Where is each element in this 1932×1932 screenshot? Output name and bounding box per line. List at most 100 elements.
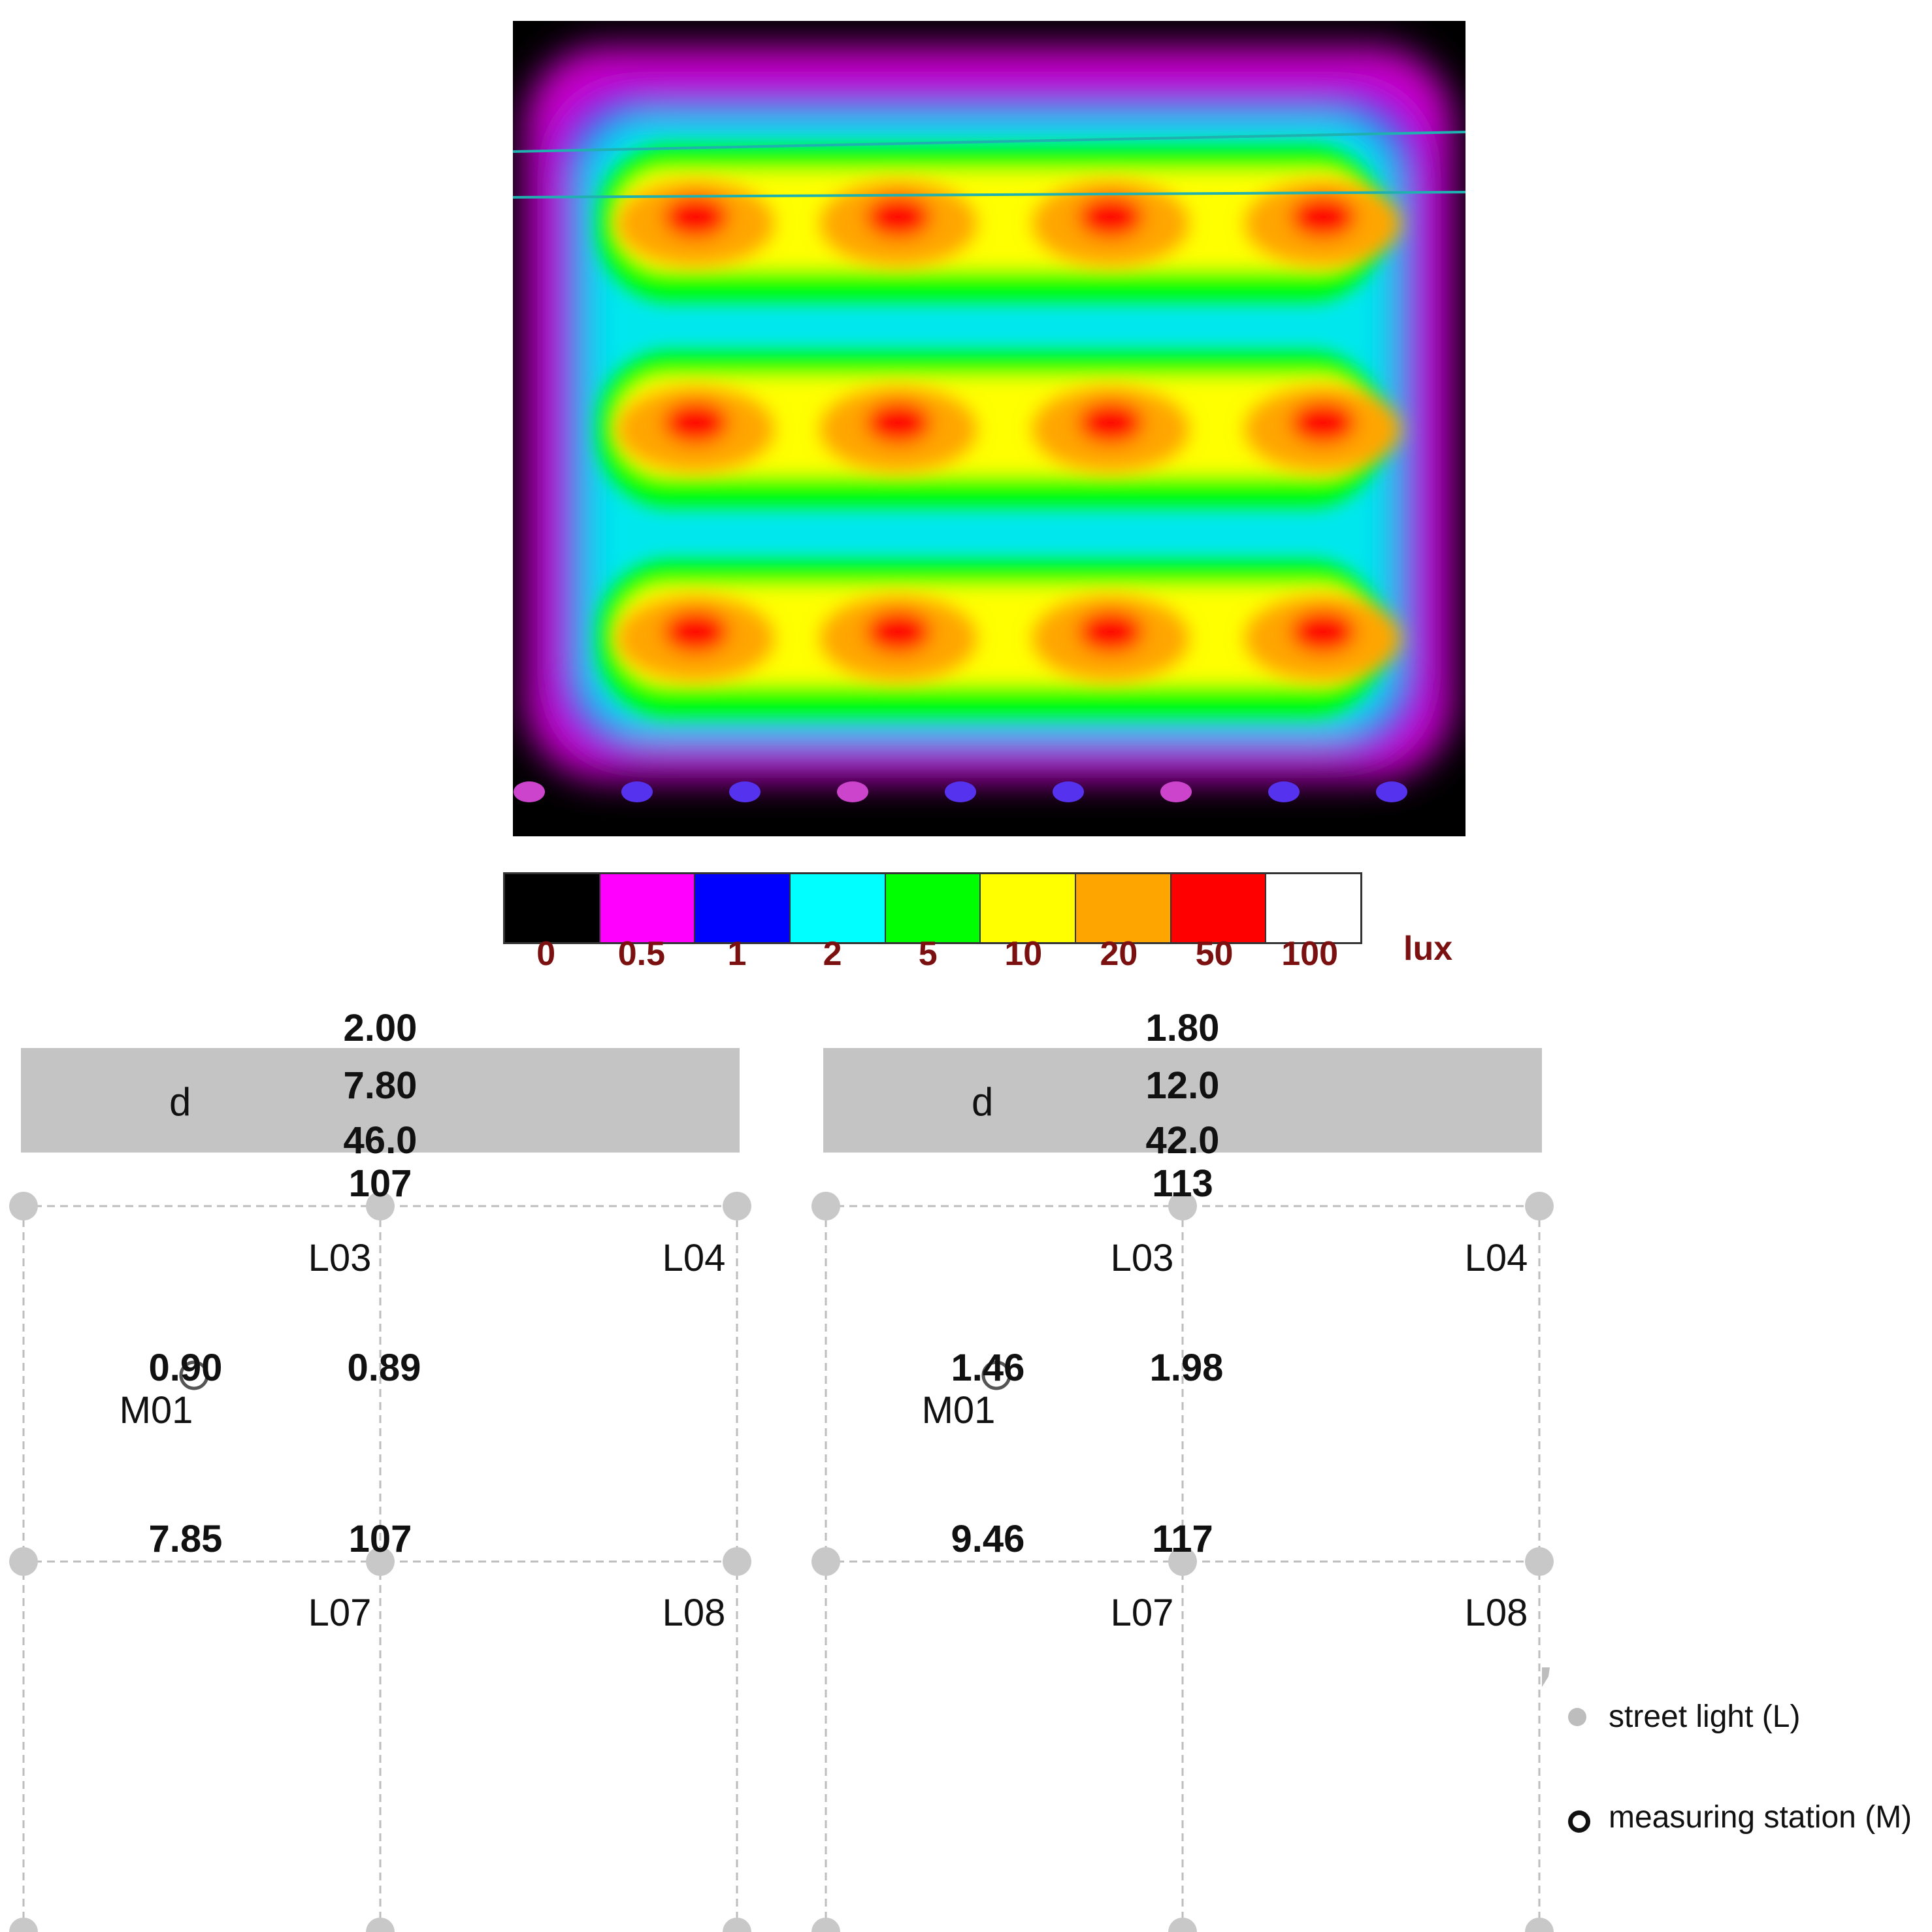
- bottom-light-blob: [1376, 781, 1407, 802]
- column-value: 12.0: [1145, 1064, 1220, 1107]
- street-light-icon: [723, 1918, 751, 1932]
- heat-spot-red: [1078, 196, 1143, 238]
- colorbar-tick-label: 1: [727, 935, 747, 973]
- measured-value: 0.90: [148, 1347, 223, 1389]
- street-light-label: L07: [1110, 1592, 1174, 1634]
- street-light-label: L03: [308, 1237, 372, 1279]
- colorbar-tick-label: 10: [1004, 935, 1043, 973]
- colorbar-segment: [791, 874, 886, 942]
- colorbar-tick-label: 0: [536, 935, 556, 973]
- street-light-icon: [1168, 1918, 1197, 1932]
- column-value: 7.80: [343, 1064, 418, 1107]
- street-light-icon: [366, 1547, 395, 1576]
- illuminance-heatmap: [513, 21, 1465, 836]
- street-light-icon: [1168, 1547, 1197, 1576]
- layout-panel-left: d 2.00 7.80 46.0 107 L03 L04 L07 L08 M01 0.90 0.89 7…: [9, 1006, 751, 1932]
- street-light-icon: [9, 1918, 38, 1932]
- colorbar-tick-label: 2: [823, 935, 842, 973]
- bottom-light-blob: [729, 781, 761, 802]
- street-light-icon: [1525, 1918, 1554, 1932]
- street-light-label: L08: [1464, 1592, 1528, 1634]
- heat-spot-red: [866, 196, 931, 238]
- bottom-light-blob: [1268, 781, 1300, 802]
- heat-spot-red: [1290, 402, 1356, 444]
- street-light-icon: [811, 1192, 840, 1220]
- legend-street-light-label: street light (L): [1609, 1699, 1801, 1734]
- measuring-station-icon: [179, 1360, 209, 1390]
- bottom-light-blob: [837, 781, 868, 802]
- street-light-label: L04: [662, 1237, 726, 1279]
- heat-spot-red: [866, 611, 931, 653]
- column-value: 46.0: [343, 1119, 418, 1162]
- bottom-light-blob: [514, 781, 545, 802]
- colorbar-tick-label: 5: [918, 935, 938, 973]
- colorbar-segment: [600, 874, 696, 942]
- measuring-station-label: M01: [921, 1389, 996, 1432]
- bottom-light-blob: [621, 781, 653, 802]
- measured-value: 1.98: [1149, 1347, 1224, 1389]
- street-light-icon: [9, 1192, 38, 1220]
- measured-value: 0.89: [347, 1347, 421, 1389]
- colorbar-tick-label: 0.5: [617, 935, 666, 973]
- street-light-icon: [1568, 1708, 1586, 1726]
- colorbar: [503, 872, 1362, 944]
- bottom-light-blob: [945, 781, 976, 802]
- street-light-label: L04: [1464, 1237, 1528, 1279]
- measured-value: 117: [1152, 1518, 1213, 1560]
- distance-label: d: [169, 1080, 191, 1124]
- measuring-station-icon: [1568, 1810, 1590, 1833]
- column-value: 113: [1152, 1162, 1213, 1205]
- street-light-icon: [366, 1918, 395, 1932]
- heat-spot-red: [1290, 196, 1356, 238]
- colorbar-segment: [1266, 874, 1361, 942]
- street-light-icon: [811, 1918, 840, 1932]
- distance-label: d: [972, 1080, 994, 1124]
- heat-spot-red: [1290, 611, 1356, 653]
- bottom-light-blob: [1053, 781, 1084, 802]
- heat-spot-red: [1078, 611, 1143, 653]
- heat-spot-red: [663, 402, 729, 444]
- street-light-icon: [1525, 1192, 1554, 1220]
- measured-value: 7.85: [148, 1518, 223, 1560]
- heat-band-yellow: [617, 586, 1369, 684]
- colorbar-segment: [695, 874, 791, 942]
- measured-value: 107: [348, 1518, 412, 1560]
- street-light-icon: [1525, 1547, 1554, 1576]
- street-light-icon: [723, 1547, 751, 1576]
- column-value: 1.80: [1145, 1007, 1220, 1049]
- heat-spot-red: [663, 196, 729, 238]
- heat-spot-red: [663, 611, 729, 653]
- legend-measuring-station-label: measuring station (M): [1609, 1800, 1912, 1835]
- street-grid: [9, 1192, 751, 1932]
- colorbar-segment: [1171, 874, 1267, 942]
- column-value: 42.0: [1145, 1119, 1220, 1162]
- measured-value: 9.46: [951, 1518, 1025, 1560]
- street-light-icon: [366, 1192, 395, 1220]
- distance-band: [21, 1048, 740, 1153]
- colorbar-tick-label: 50: [1195, 935, 1234, 973]
- layout-panel-right: d 1.80 12.0 42.0 113 L03 L04 L07 L08 M01 1.46 1.98 9…: [811, 1006, 1554, 1932]
- colorbar-segment: [505, 874, 600, 942]
- heat-spot-red: [866, 402, 931, 444]
- street-light-label: L03: [1110, 1237, 1174, 1279]
- street-light-label: L07: [308, 1592, 372, 1634]
- legend-mark: [1542, 1667, 1550, 1687]
- heat-band-yellow: [617, 377, 1369, 475]
- distance-band: [823, 1048, 1542, 1153]
- measuring-station-label: M01: [119, 1389, 193, 1432]
- street-grid: [811, 1192, 1554, 1932]
- measured-value: 1.46: [951, 1347, 1025, 1389]
- street-light-label: L08: [662, 1592, 726, 1634]
- heat-spot-red: [1078, 402, 1143, 444]
- street-light-icon: [811, 1547, 840, 1576]
- colorbar-segment: [1076, 874, 1171, 942]
- colorbar-segment: [981, 874, 1077, 942]
- street-light-icon: [723, 1192, 751, 1220]
- street-light-icon: [1168, 1192, 1197, 1220]
- street-light-icon: [9, 1547, 38, 1576]
- colorbar-unit: lux: [1403, 930, 1453, 968]
- colorbar-segment: [885, 874, 981, 942]
- colorbar-tick-label: 20: [1100, 935, 1138, 973]
- measuring-station-icon: [981, 1360, 1011, 1390]
- column-value: 2.00: [343, 1007, 418, 1049]
